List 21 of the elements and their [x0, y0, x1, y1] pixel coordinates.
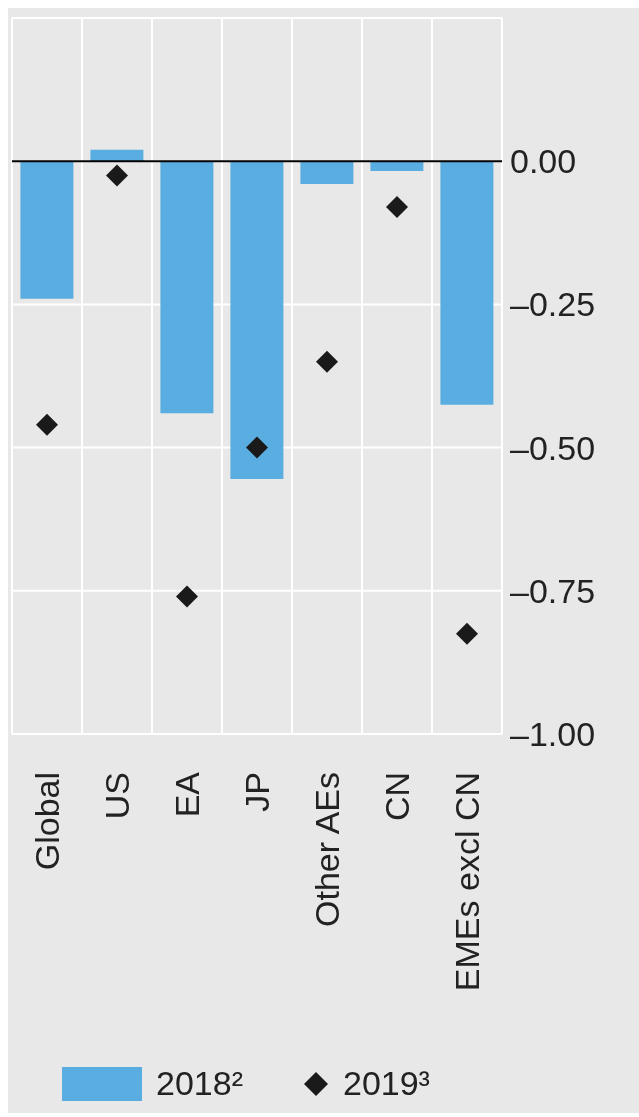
point	[386, 196, 408, 219]
x-tick-label: EA	[168, 771, 206, 818]
y-tick-label: –0.50	[510, 428, 596, 467]
x-tick-label: JP	[238, 772, 276, 812]
y-tick-label: 0.00	[510, 142, 577, 181]
point	[36, 413, 58, 436]
legend-label: 2018²	[156, 1064, 243, 1103]
point	[456, 622, 478, 645]
x-tick-label: Global	[28, 772, 66, 871]
x-tick-label: EMEs excl CN	[448, 772, 486, 992]
point	[246, 436, 268, 459]
y-tick-label: –0.75	[510, 571, 596, 610]
point	[316, 350, 338, 373]
legend-label: 2019³	[342, 1064, 430, 1103]
y-tick-label: –1.00	[510, 715, 596, 754]
x-tick-label: Other AEs	[308, 772, 346, 927]
point	[106, 164, 128, 187]
y-tick-label: –0.25	[510, 285, 596, 324]
x-tick-label: US	[98, 772, 136, 820]
x-tick-label: CN	[378, 772, 416, 822]
point	[176, 585, 198, 608]
